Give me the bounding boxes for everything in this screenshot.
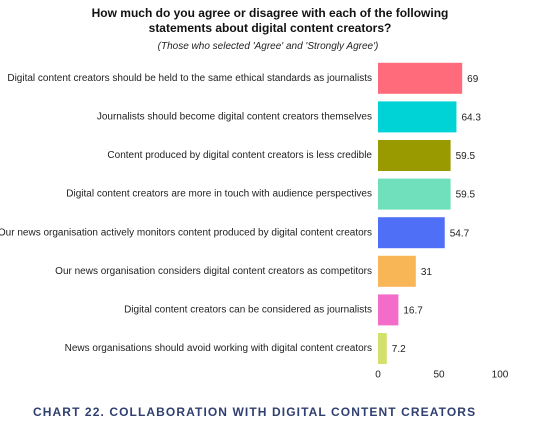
- chart-title: How much do you agree or disagree with e…: [91, 6, 449, 35]
- y-tick-label: Our news organisation actively monitors …: [0, 227, 372, 238]
- bar: [378, 217, 445, 249]
- x-tick-label: 100: [492, 370, 509, 381]
- chart-subtitle: (Those who selected 'Agree' and 'Strongl…: [157, 41, 379, 52]
- y-tick-label: Digital content creators should be held …: [7, 73, 372, 84]
- y-tick-label: News organisations should avoid working …: [65, 343, 372, 354]
- bar: [378, 294, 399, 326]
- bar: [378, 101, 457, 133]
- bar: [378, 62, 463, 94]
- chart: 0 50 100 Digital content creators should be…: [0, 62, 509, 381]
- y-tick-label: Our news organisation considers digital …: [55, 266, 372, 277]
- bar: [378, 333, 387, 364]
- y-tick-label: Digital content creators are more in tou…: [66, 189, 372, 200]
- chart-caption: CHART 22. COLLABORATION WITH DIGITAL CON…: [33, 405, 477, 419]
- value-label: 16.7: [403, 306, 423, 317]
- value-label: 59.5: [456, 190, 476, 201]
- x-tick-label: 50: [433, 370, 445, 381]
- bar: [378, 255, 416, 287]
- y-tick-label: Digital content creators can be consider…: [124, 305, 372, 316]
- value-label: 31: [421, 267, 433, 278]
- y-tick-label: Content produced by digital content crea…: [107, 150, 372, 161]
- bar: [378, 178, 451, 210]
- value-label: 64.3: [461, 113, 481, 124]
- value-label: 59.5: [456, 151, 476, 162]
- y-tick-label: Journalists should become digital conten…: [97, 112, 372, 123]
- value-label: 69: [467, 74, 479, 85]
- value-label: 54.7: [450, 228, 470, 239]
- bar: [378, 140, 451, 171]
- x-tick-label: 0: [375, 370, 381, 381]
- value-label: 7.2: [392, 344, 406, 355]
